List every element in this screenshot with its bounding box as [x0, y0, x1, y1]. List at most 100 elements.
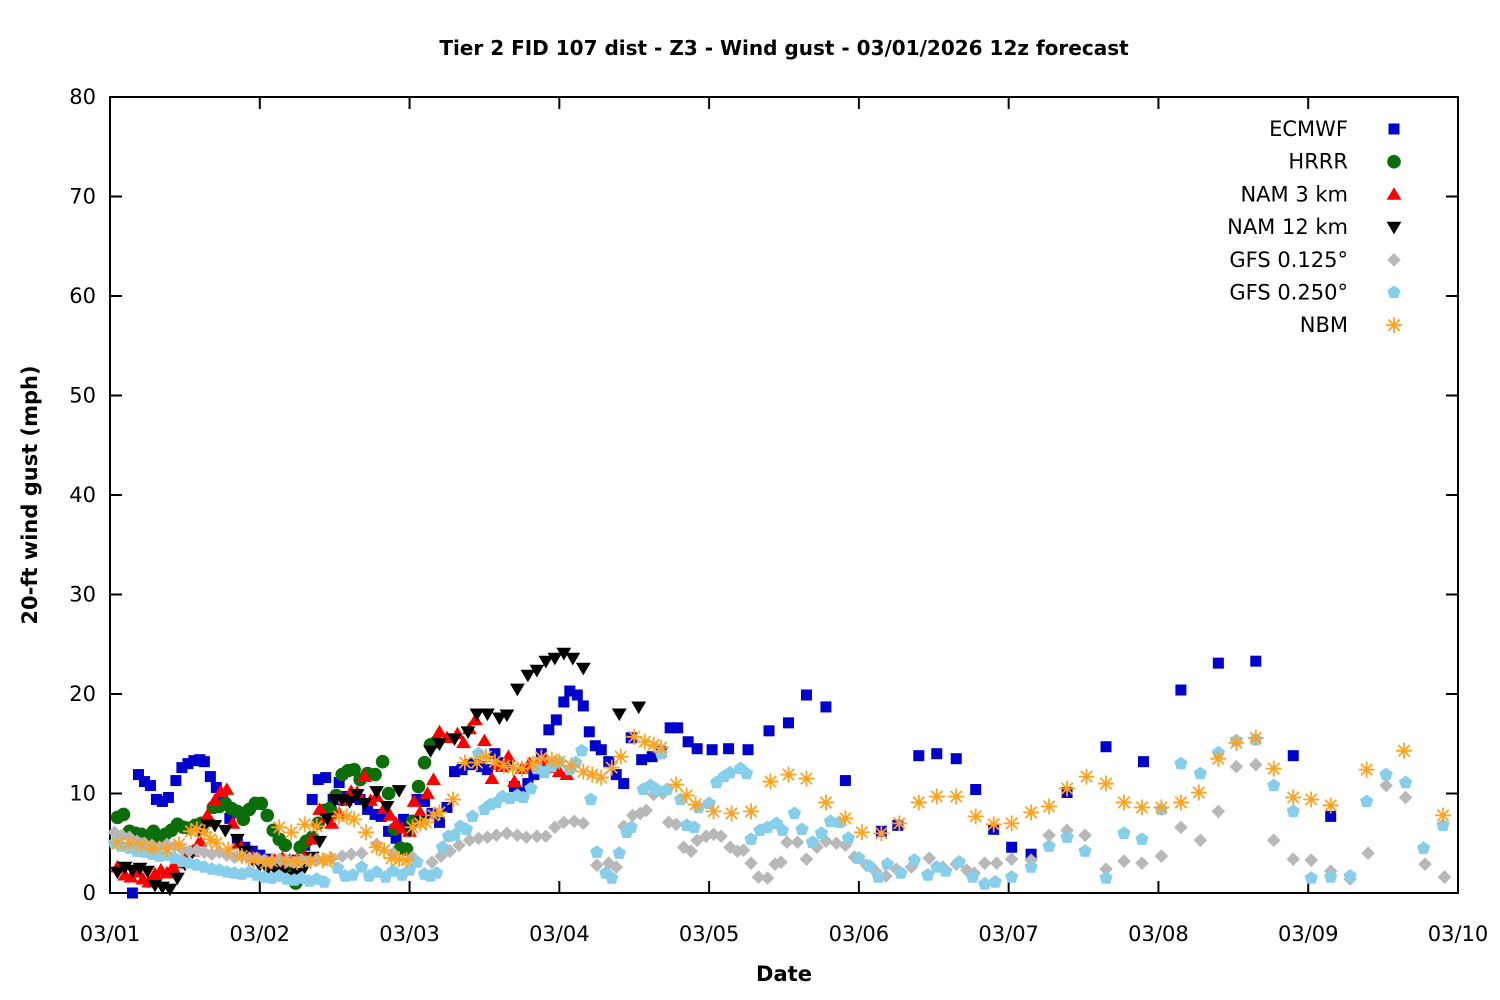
- data-point-nbm: [468, 754, 485, 771]
- data-point-nbm: [1396, 742, 1413, 759]
- data-point-nam-12km: [460, 726, 476, 740]
- data-point-nbm: [1265, 760, 1282, 777]
- data-point-nam-3km: [406, 794, 422, 807]
- data-point-ecmwf: [306, 793, 318, 805]
- data-point-gfs-0250: [1193, 766, 1208, 780]
- x-tick-label: 03/02: [230, 922, 291, 946]
- data-point-nam-3km: [382, 808, 398, 821]
- data-point-nbm: [513, 760, 530, 777]
- data-point-gfs-0250: [354, 860, 369, 873]
- data-point-ecmwf: [333, 777, 345, 789]
- data-point-nbm: [1116, 794, 1132, 811]
- legend-label-ecmwf: ECMWF: [1269, 117, 1348, 141]
- data-point-nam-12km: [575, 662, 591, 676]
- data-point-gfs-0250: [1024, 860, 1038, 873]
- data-point-nbm: [910, 794, 927, 811]
- data-point-gfs-0125: [1004, 852, 1019, 866]
- data-point-nbm: [383, 850, 400, 867]
- y-tick-label: 50: [69, 384, 96, 408]
- data-point-gfs-0125: [1154, 849, 1169, 863]
- data-point-nam-12km: [217, 824, 233, 838]
- data-point-nam-12km: [289, 867, 305, 881]
- data-point-nbm: [158, 841, 175, 858]
- data-point-ecmwf: [312, 774, 324, 786]
- data-point-gfs-0125: [548, 820, 562, 835]
- data-point-nbm: [668, 776, 685, 793]
- data-point-ecmwf: [375, 810, 387, 822]
- data-point-gfs-0250: [1324, 870, 1338, 883]
- data-point-nbm: [593, 769, 610, 786]
- legend-marker-nam-12km-icon: [1386, 221, 1402, 235]
- data-point-ecmwf: [646, 751, 658, 763]
- data-point-gfs-0125: [1229, 759, 1244, 774]
- data-point-ecmwf: [456, 764, 468, 776]
- data-point-gfs-0125: [1193, 833, 1208, 848]
- data-point-ecmwf: [543, 724, 555, 736]
- data-point-nbm: [1435, 807, 1452, 824]
- data-point-nam-12km: [499, 709, 515, 723]
- data-point-nam-12km: [110, 866, 125, 880]
- data-point-ecmwf: [390, 832, 402, 844]
- data-point-ecmwf: [610, 769, 622, 781]
- y-tick-label: 80: [69, 85, 96, 109]
- data-point-nam-12km: [369, 786, 385, 799]
- data-point-nbm: [208, 835, 225, 852]
- data-point-ecmwf: [1212, 657, 1224, 669]
- data-point-ecmwf: [162, 791, 174, 803]
- data-point-nbm: [603, 759, 620, 776]
- data-point-gfs-0250: [871, 870, 886, 883]
- data-point-nbm: [1322, 797, 1339, 814]
- data-point-gfs-0250: [966, 870, 980, 883]
- data-point-nbm: [1153, 799, 1170, 816]
- data-point-nbm: [928, 788, 945, 805]
- data-point-nam-12km: [162, 883, 178, 897]
- data-point-ecmwf: [276, 860, 288, 872]
- x-tick-label: 03/01: [80, 922, 141, 946]
- data-point-gfs-0125: [922, 851, 937, 865]
- data-point-hrrr: [278, 838, 293, 853]
- x-tick-label: 03/10: [1428, 922, 1489, 946]
- data-point-nbm: [145, 840, 162, 857]
- y-tick-label: 10: [69, 782, 96, 806]
- data-point-gfs-0125: [182, 844, 197, 859]
- data-point-hrrr: [399, 842, 414, 857]
- data-point-ecmwf: [706, 744, 718, 756]
- data-point-ecmwf: [463, 759, 475, 771]
- data-point-nbm: [687, 796, 704, 813]
- data-point-nbm: [543, 751, 560, 768]
- data-point-nbm: [346, 811, 363, 828]
- data-point-nbm: [456, 754, 473, 771]
- data-point-nam-3km: [192, 834, 208, 847]
- data-point-nam-3km: [324, 816, 340, 829]
- data-point-gfs-0250: [1078, 844, 1092, 857]
- data-point-nam-12km: [391, 785, 407, 798]
- data-point-gfs-0250: [1060, 830, 1074, 843]
- data-point-nbm: [678, 787, 695, 804]
- data-point-gfs-0250: [702, 796, 716, 810]
- data-point-gfs-0125: [1266, 833, 1281, 848]
- data-point-gfs-0250: [744, 832, 758, 845]
- data-point-gfs-0125: [609, 860, 624, 874]
- data-point-gfs-0250: [723, 765, 737, 779]
- data-point-nbm: [798, 770, 815, 787]
- data-point-nbm: [425, 807, 442, 824]
- data-point-nbm: [477, 748, 494, 765]
- data-point-nbm: [1078, 768, 1095, 785]
- data-point-gfs-0125: [736, 843, 751, 858]
- data-point-nbm: [196, 824, 213, 841]
- data-point-nam-12km: [357, 798, 373, 811]
- data-point-ecmwf: [782, 717, 794, 729]
- data-point-nbm: [1190, 784, 1207, 801]
- data-point-gfs-0250: [1267, 778, 1281, 792]
- data-point-ecmwf: [1325, 810, 1337, 822]
- data-point-gfs-0250: [805, 835, 820, 848]
- y-tick-label: 40: [69, 483, 96, 507]
- data-point-ecmwf: [603, 756, 615, 768]
- data-point-nbm: [533, 749, 550, 766]
- data-point-nbm: [967, 808, 984, 825]
- legend-marker-gfs-0125-icon: [1387, 253, 1401, 267]
- data-point-ecmwf: [224, 812, 236, 824]
- data-point-ecmwf: [723, 743, 735, 755]
- data-point-nam-12km: [520, 669, 536, 683]
